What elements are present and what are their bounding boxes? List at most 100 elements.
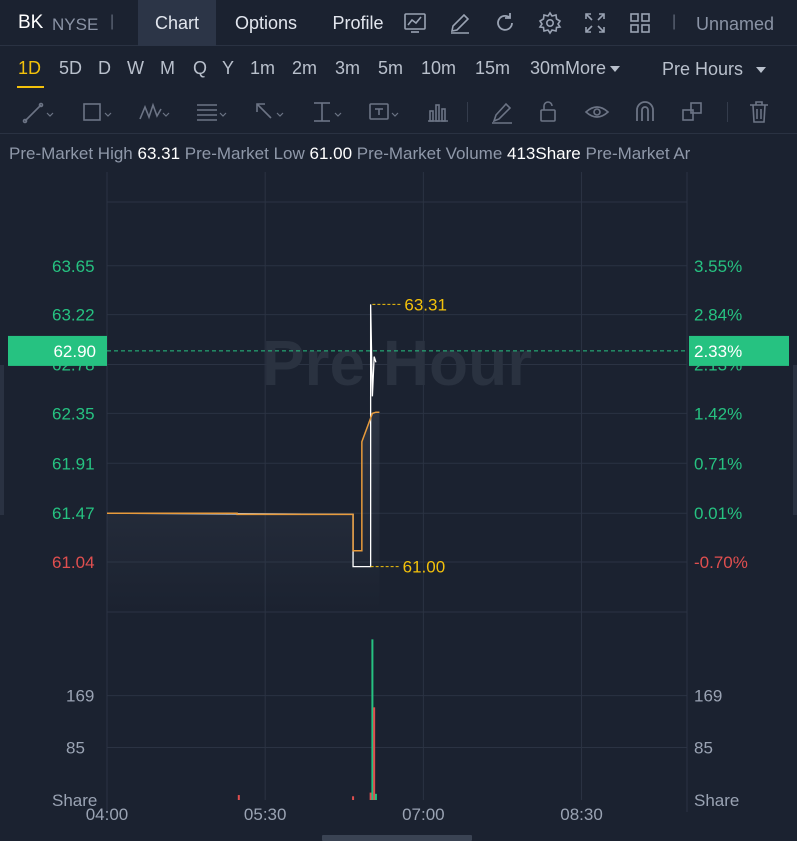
low-value: 61.00 — [309, 144, 353, 163]
trend-line-icon[interactable] — [22, 99, 54, 125]
time-axis-label: 07:00 — [402, 805, 445, 824]
layout-grid-icon[interactable] — [628, 11, 652, 35]
fib-icon[interactable] — [195, 99, 227, 125]
high-label: Pre-Market High — [9, 144, 133, 163]
high-annotation-label: 63.31 — [404, 295, 447, 314]
current-percent-badge — [689, 335, 789, 366]
current-price-badge — [8, 335, 107, 366]
toolbar-divider — [467, 102, 468, 122]
price-axis-label: 61.04 — [52, 553, 95, 572]
ticker-symbol: BK — [18, 12, 44, 33]
percent-axis-label: 3.55% — [694, 257, 742, 276]
draw-pen-icon[interactable] — [448, 11, 472, 35]
arrow-icon[interactable] — [252, 99, 284, 125]
price-chart[interactable]: Pre Hour63.653.55%63.222.84%62.782.13%62… — [0, 172, 797, 841]
volume-bar — [371, 639, 374, 800]
percent-axis-label: 2.84% — [694, 306, 742, 325]
volume-axis-label: 85 — [66, 738, 85, 757]
interval-5d[interactable]: 5D — [59, 58, 83, 78]
interval-3m[interactable]: 3m — [335, 58, 361, 78]
percent-axis-label: 0.71% — [694, 454, 742, 473]
volume-bar — [373, 707, 376, 800]
magnet-icon[interactable] — [632, 99, 664, 125]
low-annotation-label: 61.00 — [403, 558, 446, 577]
interval-1m[interactable]: 1m — [250, 58, 276, 78]
low-label: Pre-Market Low — [184, 144, 305, 163]
time-scrollbar-handle[interactable] — [322, 835, 472, 841]
interval-1d[interactable]: 1D — [18, 58, 42, 78]
measure-icon[interactable] — [310, 99, 342, 125]
rectangle-icon[interactable] — [80, 99, 112, 125]
tab-profile-label: Profile — [332, 13, 384, 33]
eye-icon[interactable] — [584, 99, 616, 125]
time-axis-label: 05:30 — [244, 805, 287, 824]
volume-unit-label: Share — [52, 791, 97, 810]
volume-axis-label-right: 85 — [694, 738, 713, 757]
layout-name[interactable]: Unnamed — [696, 14, 775, 34]
percent-axis-label: 0.01% — [694, 504, 742, 523]
volume-bar — [352, 796, 355, 800]
chart-pattern-icon[interactable] — [424, 99, 456, 125]
separator: | — [672, 13, 677, 30]
volume-label: Pre-Market Volume — [356, 144, 503, 163]
tab-chart[interactable]: Chart — [138, 0, 216, 46]
brush-icon[interactable] — [488, 99, 520, 125]
amount-label: Pre-Market Ar — [585, 144, 691, 163]
trash-icon[interactable] — [747, 99, 779, 125]
volume-axis-label-right: 169 — [694, 687, 722, 706]
price-line — [107, 411, 380, 552]
tab-options-label: Options — [234, 13, 298, 33]
percent-axis-label: 1.42% — [694, 404, 742, 423]
price-axis-label: 63.65 — [52, 257, 95, 276]
volume-unit-label-right: Share — [694, 791, 739, 810]
volume-bar — [237, 795, 240, 800]
right-panel-handle[interactable] — [793, 365, 797, 515]
interval-15m[interactable]: 15m — [475, 58, 511, 78]
separator: | — [110, 13, 115, 30]
chart-watermark: Pre Hour — [262, 327, 532, 399]
volume-axis-label: 169 — [66, 687, 94, 706]
interval-5m[interactable]: 5m — [378, 58, 404, 78]
current-price-label: 62.90 — [53, 342, 96, 361]
price-axis-label: 62.35 — [52, 404, 95, 423]
tab-profile[interactable]: Profile — [320, 0, 396, 46]
fullscreen-icon[interactable] — [583, 11, 607, 35]
price-axis-label: 63.22 — [52, 306, 95, 325]
toolbar-divider — [727, 102, 728, 122]
time-axis-label: 08:30 — [560, 805, 603, 824]
text-note-icon[interactable] — [367, 99, 399, 125]
price-axis-label: 61.47 — [52, 504, 95, 523]
more-intervals-dropdown[interactable]: 30mMore — [530, 58, 621, 79]
settings-gear-icon[interactable] — [538, 11, 562, 35]
refresh-icon[interactable] — [493, 11, 517, 35]
left-panel-handle[interactable] — [0, 365, 4, 515]
more-label: More — [565, 58, 607, 78]
session-label: Pre Hours — [662, 59, 744, 79]
indicator-chart-icon[interactable] — [403, 11, 427, 35]
price-axis-label: 61.91 — [52, 454, 95, 473]
tab-options[interactable]: Options — [222, 0, 310, 46]
lock-icon[interactable] — [536, 99, 568, 125]
interval-2m[interactable]: 2m — [292, 58, 318, 78]
percent-axis-label: -0.70% — [694, 553, 748, 572]
interval-m[interactable]: M — [160, 58, 175, 78]
time-axis-label: 04:00 — [86, 805, 129, 824]
exchange-name: NYSE — [52, 15, 99, 34]
interval-d[interactable]: D — [98, 58, 111, 78]
volume-value: 413Share — [507, 144, 581, 163]
volume-bar — [369, 792, 372, 800]
interval-10m[interactable]: 10m — [421, 58, 457, 78]
interval-y[interactable]: Y — [222, 58, 235, 78]
active-interval-indicator — [17, 86, 44, 88]
interval-w[interactable]: W — [127, 58, 144, 78]
session-dropdown[interactable]: Pre Hours — [662, 59, 767, 80]
tab-chart-label: Chart — [154, 13, 199, 33]
pattern-icon[interactable] — [138, 99, 170, 125]
current-percent-label: 2.33% — [694, 342, 742, 361]
interval-q[interactable]: Q — [193, 58, 208, 78]
high-value: 63.31 — [137, 144, 181, 163]
interval-bar: 1D 5D D W M Q Y 1m 2m 3m 5m 10m 15m 30m … — [0, 46, 797, 90]
price-area-fill — [107, 412, 380, 612]
layers-icon[interactable] — [680, 99, 712, 125]
volume-bar — [374, 793, 377, 800]
